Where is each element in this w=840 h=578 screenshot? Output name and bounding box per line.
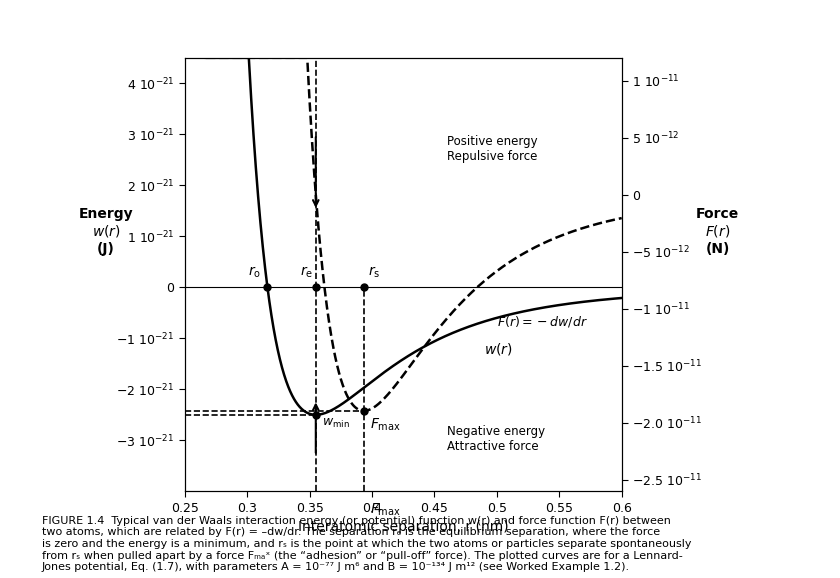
Text: $F(r) = -dw/dr$: $F(r) = -dw/dr$ xyxy=(496,314,588,329)
Text: $r_{\rm e}$: $r_{\rm e}$ xyxy=(300,264,313,280)
Text: Force
$F(r)$
(N): Force $F(r)$ (N) xyxy=(696,207,739,255)
Text: $r_{\rm s}$: $r_{\rm s}$ xyxy=(368,264,380,280)
X-axis label: Interatomic separation, r (nm): Interatomic separation, r (nm) xyxy=(298,520,508,534)
Text: $w(r)$: $w(r)$ xyxy=(485,341,513,357)
Text: Positive energy
Repulsive force: Positive energy Repulsive force xyxy=(447,135,538,163)
Text: $w_{\rm min}$: $w_{\rm min}$ xyxy=(322,417,350,431)
Text: $r_{\rm o}$: $r_{\rm o}$ xyxy=(248,264,261,280)
Text: FIGURE 1.4  Typical van der Waals interaction energy (or potential) function w(r: FIGURE 1.4 Typical van der Waals interac… xyxy=(42,516,691,572)
Text: $F_{\rm max}$: $F_{\rm max}$ xyxy=(370,502,401,518)
Text: Negative energy
Attractive force: Negative energy Attractive force xyxy=(447,425,545,454)
Text: Energy
$w(r)$
(J): Energy $w(r)$ (J) xyxy=(79,207,134,255)
Text: $F_{\rm max}$: $F_{\rm max}$ xyxy=(370,417,401,433)
